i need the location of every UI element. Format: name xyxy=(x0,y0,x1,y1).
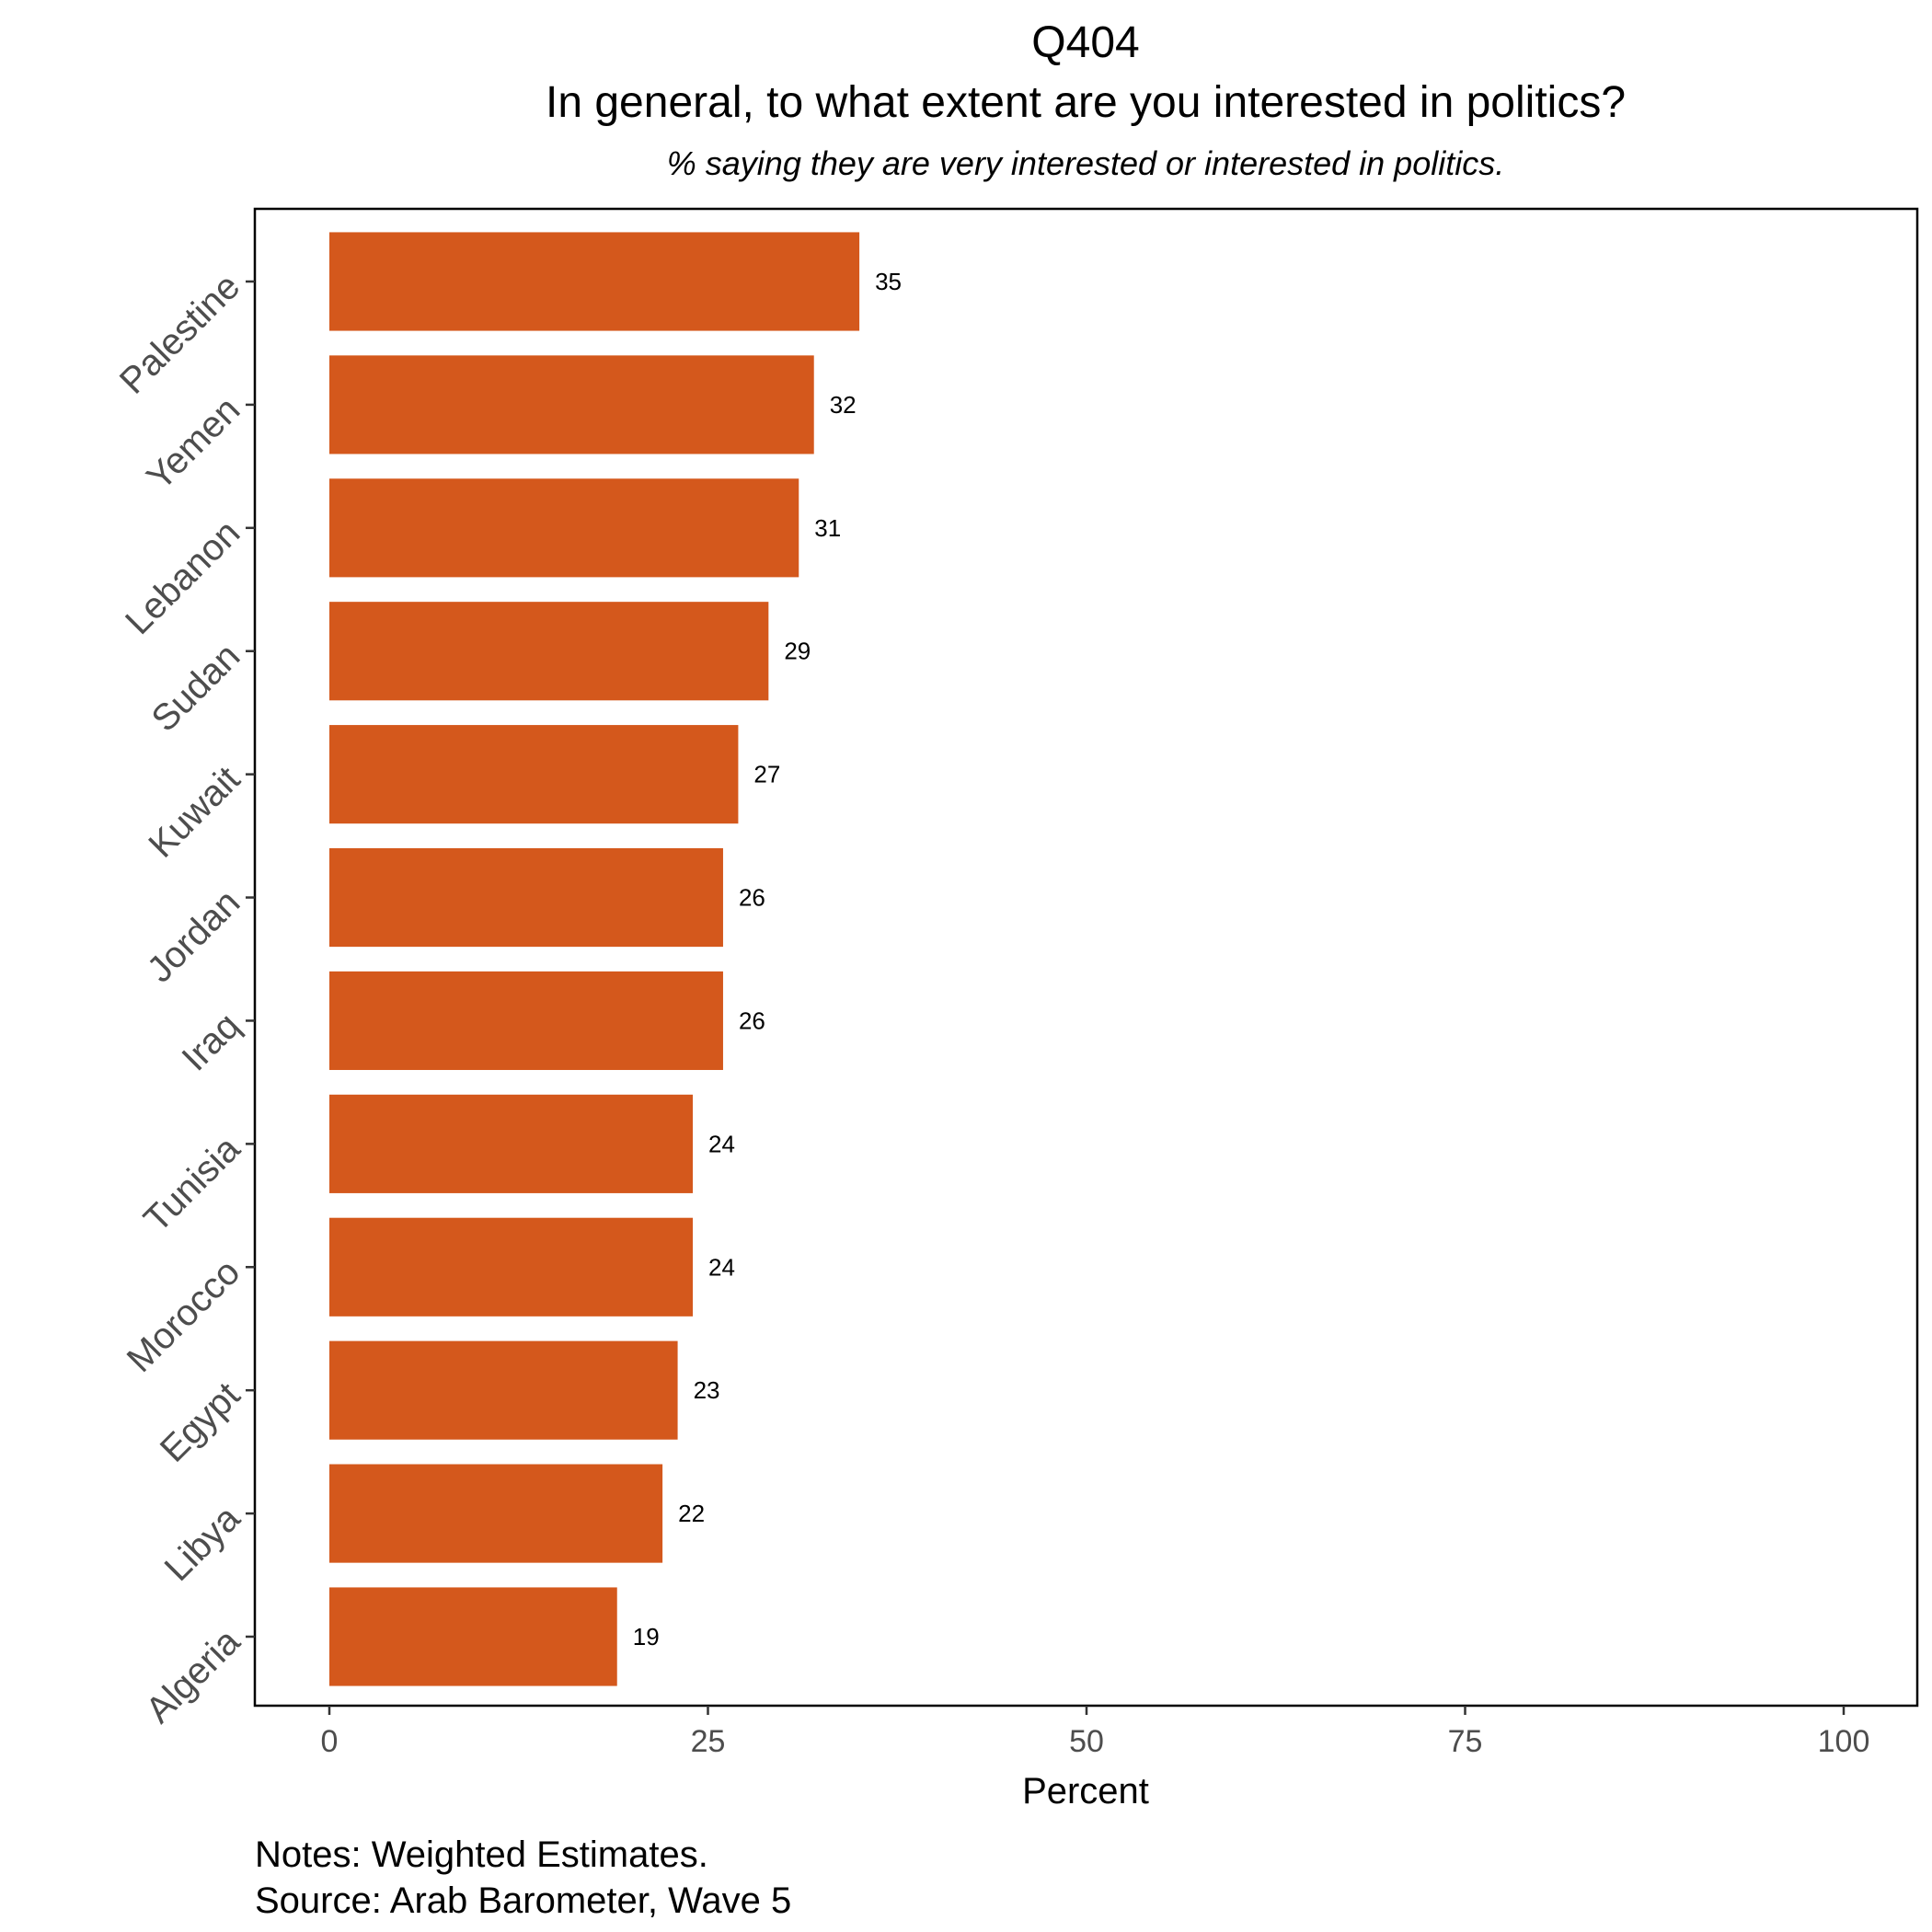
y-tick-label-egypt: Egypt xyxy=(153,1374,247,1469)
chart-subtitle: In general, to what extent are you inter… xyxy=(546,78,1626,127)
value-label-yemen: 32 xyxy=(830,391,857,419)
value-label-libya: 22 xyxy=(678,1500,705,1527)
bar-jordan xyxy=(329,847,723,948)
y-tick-label-sudan: Sudan xyxy=(144,636,247,740)
value-label-morocco: 24 xyxy=(708,1253,735,1281)
y-tick-label-algeria: Algeria xyxy=(138,1621,248,1731)
bar-iraq xyxy=(329,971,723,1071)
y-tick-label-tunisia: Tunisia xyxy=(136,1128,248,1240)
value-label-kuwait: 27 xyxy=(753,761,780,788)
bar-sudan xyxy=(329,602,769,701)
x-tick-label-25: 25 xyxy=(691,1724,726,1759)
x-tick-label-75: 75 xyxy=(1448,1724,1483,1759)
value-label-lebanon: 31 xyxy=(814,514,841,542)
chart-title: Q404 xyxy=(1031,18,1139,67)
chart-caption: % saying they are very interested or int… xyxy=(667,144,1504,182)
note-source: Source: Arab Barometer, Wave 5 xyxy=(255,1880,791,1921)
y-tick-label-iraq: Iraq xyxy=(175,1006,248,1079)
value-label-egypt: 23 xyxy=(694,1376,720,1404)
y-tick-label-palestine: Palestine xyxy=(112,266,247,401)
y-tick-label-lebanon: Lebanon xyxy=(118,512,247,642)
value-label-sudan: 29 xyxy=(784,638,811,665)
x-axis-label: Percent xyxy=(1022,1771,1149,1811)
bar-palestine xyxy=(329,232,860,331)
value-label-palestine: 35 xyxy=(875,268,902,295)
y-tick-label-jordan: Jordan xyxy=(140,882,248,991)
value-label-jordan: 26 xyxy=(739,884,765,912)
y-tick-label-yemen: Yemen xyxy=(139,389,247,498)
bar-lebanon xyxy=(329,478,799,578)
bar-kuwait xyxy=(329,725,739,824)
bar-egypt xyxy=(329,1340,678,1440)
bar-algeria xyxy=(329,1587,617,1686)
y-tick-label-libya: Libya xyxy=(157,1498,248,1589)
x-axis: 0 25 50 75 100 xyxy=(321,1706,1870,1759)
note-weighted: Notes: Weighted Estimates. xyxy=(255,1834,708,1875)
value-label-tunisia: 24 xyxy=(708,1130,735,1157)
bar-morocco xyxy=(329,1217,694,1317)
value-label-iraq: 26 xyxy=(739,1006,765,1034)
bar-yemen xyxy=(329,355,814,454)
x-tick-label-100: 100 xyxy=(1818,1724,1870,1759)
x-tick-label-0: 0 xyxy=(321,1724,339,1759)
bar-tunisia xyxy=(329,1094,694,1193)
y-tick-label-kuwait: Kuwait xyxy=(141,759,247,866)
value-label-algeria: 19 xyxy=(633,1623,660,1650)
bars-group: 35 32 31 29 27 26 26 24 24 23 22 19 xyxy=(329,232,902,1686)
y-tick-label-morocco: Morocco xyxy=(120,1252,248,1381)
x-tick-label-50: 50 xyxy=(1069,1724,1104,1759)
bar-libya xyxy=(329,1464,663,1563)
